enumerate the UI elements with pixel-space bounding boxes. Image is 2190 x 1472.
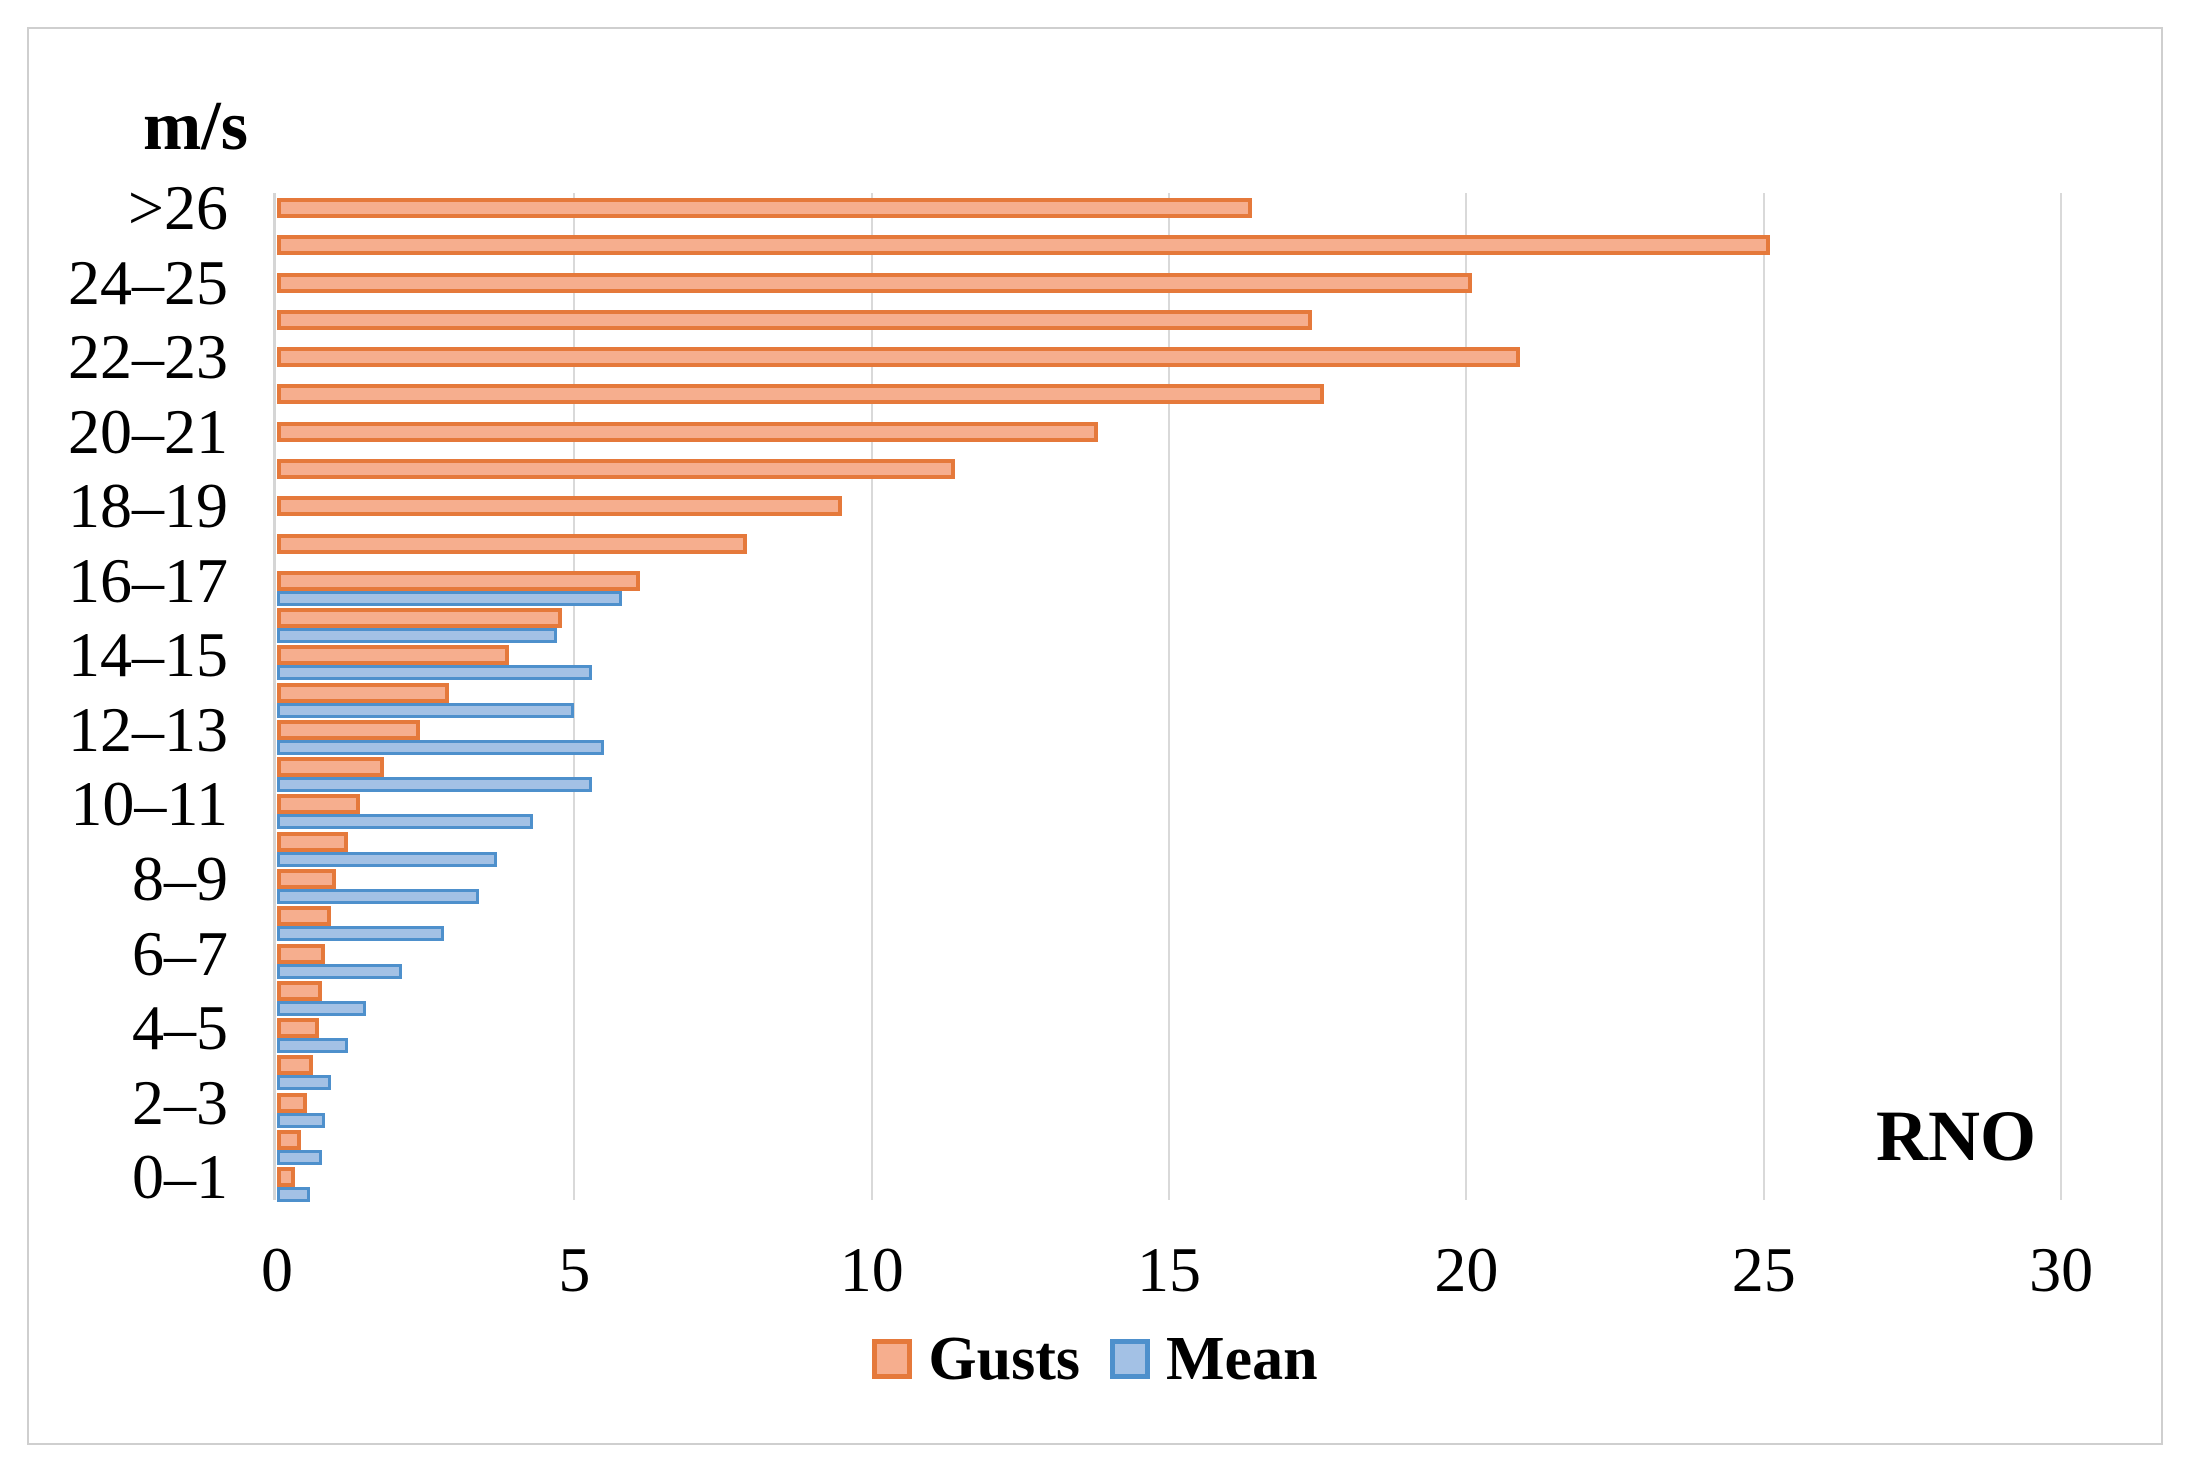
y-tick-label: 12–13 [68, 693, 228, 765]
gusts-bar [277, 570, 640, 591]
mean-bar [277, 590, 622, 606]
legend-label-mean: Mean [1166, 1325, 1318, 1393]
mean-bar [277, 1150, 322, 1165]
y-tick-label: 0–1 [132, 1141, 228, 1213]
mean-bar [277, 851, 497, 867]
mean-swatch-icon [1110, 1339, 1151, 1379]
x-tick-label-25: 25 [1731, 1234, 1796, 1305]
gusts-bar [277, 794, 360, 815]
legend-item-gusts: Gusts [872, 1328, 1080, 1390]
station-annotation: RNO [1876, 1096, 2036, 1176]
y-tick-label: >26 [127, 172, 228, 243]
mean-bar [277, 777, 592, 793]
gusts-bar [277, 980, 322, 1001]
mean-bar [277, 1038, 348, 1054]
gusts-bar [277, 458, 955, 479]
gridline-25 [1762, 193, 1765, 1200]
x-tick-label-20: 20 [1434, 1234, 1499, 1305]
y-tick-label: 16–17 [68, 544, 228, 616]
y-tick-label: 10–11 [70, 768, 228, 840]
y-tick-label: 18–19 [68, 470, 228, 542]
mean-bar [277, 926, 444, 942]
category-axis-line [273, 193, 276, 1200]
y-tick-label: 2–3 [132, 1066, 228, 1138]
gusts-bar [277, 198, 1252, 218]
y-tick-label: 8–9 [132, 843, 228, 915]
x-tick-label-10: 10 [839, 1234, 904, 1305]
gusts-bar [277, 309, 1312, 330]
gusts-bar [277, 1130, 301, 1150]
y-tick-label: 20–21 [68, 395, 228, 467]
gusts-bar [277, 906, 331, 927]
gridline-5 [573, 193, 576, 1200]
mean-bar [277, 665, 592, 681]
gusts-bar [277, 1055, 313, 1076]
mean-bar [277, 1112, 325, 1128]
gusts-bar [277, 682, 449, 703]
gusts-bar [277, 943, 325, 964]
gusts-bar [277, 496, 842, 517]
gridline-15 [1168, 193, 1171, 1200]
mean-bar [277, 1075, 331, 1091]
gridline-10 [870, 193, 873, 1200]
x-tick-label-30: 30 [2029, 1234, 2094, 1305]
gusts-bar [277, 757, 384, 778]
gusts-bar [277, 1092, 307, 1113]
mean-bar [277, 1000, 366, 1016]
mean-bar [277, 963, 402, 979]
x-tick-label-5: 5 [558, 1234, 591, 1305]
gusts-bar [277, 1018, 319, 1039]
mean-bar [277, 702, 574, 718]
gusts-bar [277, 384, 1324, 405]
y-tick-label: 22–23 [68, 321, 228, 393]
gusts-bar [277, 645, 509, 666]
y-axis-unit-label: m/s [143, 88, 248, 165]
mean-bar [277, 889, 479, 905]
y-tick-label: 4–5 [132, 992, 228, 1064]
gusts-bar [277, 831, 348, 852]
mean-bar [277, 1187, 310, 1203]
x-tick-label-0: 0 [261, 1234, 293, 1305]
gridline-20 [1465, 193, 1468, 1200]
y-tick-label: 24–25 [68, 246, 228, 318]
gusts-bar [277, 533, 747, 554]
gusts-bar [277, 719, 420, 740]
gusts-bar [277, 608, 562, 629]
gusts-bar [277, 235, 1770, 256]
gusts-swatch-icon [872, 1339, 913, 1379]
legend-item-mean: Mean [1110, 1328, 1318, 1390]
gusts-bar [277, 1167, 295, 1188]
gusts-bar [277, 272, 1472, 293]
mean-bar [277, 739, 604, 755]
legend: Gusts Mean [0, 1328, 2190, 1390]
gusts-bar [277, 869, 336, 890]
legend-label-gusts: Gusts [928, 1325, 1081, 1393]
gusts-bar [277, 347, 1520, 368]
y-tick-label: 6–7 [132, 917, 228, 989]
y-tick-label: 14–15 [68, 619, 228, 691]
gridline-30 [2060, 193, 2063, 1200]
x-tick-label-15: 15 [1137, 1234, 1202, 1305]
mean-bar [277, 628, 557, 644]
mean-bar [277, 814, 533, 830]
gusts-bar [277, 421, 1098, 442]
